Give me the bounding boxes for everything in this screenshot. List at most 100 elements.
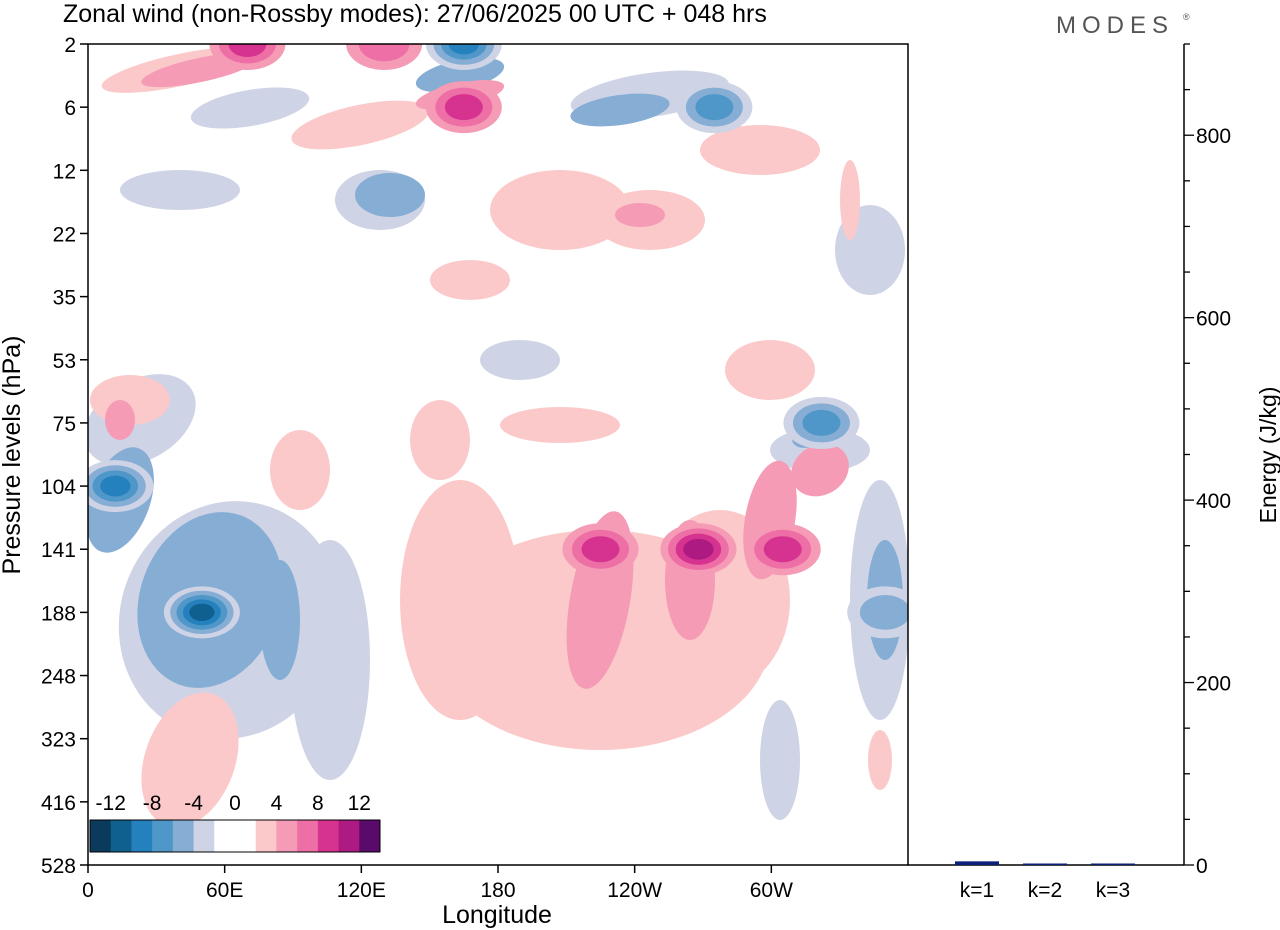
- contour-region: [141, 692, 239, 828]
- contour-region: [500, 407, 620, 443]
- y-tick-label: 104: [41, 476, 76, 499]
- colorbar-swatch: [359, 820, 381, 852]
- x-tick-label: 120E: [337, 879, 386, 902]
- energy-bar: [955, 861, 999, 865]
- wind-contours: [88, 44, 908, 828]
- energy-tick-label: 400: [1196, 490, 1231, 513]
- chart-title: Zonal wind (non-Rossby modes): 27/06/202…: [63, 0, 767, 28]
- modes-logo-mark: ®: [1183, 12, 1190, 22]
- y-tick-label: 12: [53, 160, 76, 183]
- wind-core-feature: [763, 536, 802, 563]
- contour-region: [291, 100, 429, 150]
- x-tick-label: 60W: [750, 879, 793, 902]
- wind-core-feature: [859, 595, 908, 630]
- colorbar-swatch: [317, 820, 340, 852]
- y-tick-label: 528: [41, 855, 76, 878]
- y-tick-label: 323: [41, 729, 76, 752]
- wind-core-feature: [444, 94, 483, 121]
- x-tick-label: 60E: [206, 879, 243, 902]
- x-tick-label: 120W: [607, 879, 662, 902]
- colorbar-legend: -12 -8 -4 0 4 8 12: [89, 792, 381, 853]
- contour-region: [400, 480, 520, 720]
- energy-bar-label: k=3: [1096, 879, 1130, 902]
- colorbar-label: -12: [96, 792, 126, 815]
- energy-tick-label: 200: [1196, 673, 1231, 696]
- energy-tick-label: 0: [1196, 855, 1208, 878]
- energy-axis-label: Energy (J/kg): [1255, 387, 1280, 524]
- colorbar-swatch: [255, 820, 277, 852]
- energy-axis: 0 200 400 600 800: [1184, 43, 1231, 878]
- colorbar-swatch: [214, 820, 236, 852]
- energy-panel: 0 200 400 600 800 k=1 k=2 k=3 Energy (J/kg): [908, 43, 1280, 902]
- colorbar-swatch: [110, 820, 132, 852]
- modes-logo: MODES: [1056, 12, 1174, 39]
- energy-bars: k=1 k=2 k=3: [955, 861, 1135, 902]
- contour-region: [700, 125, 820, 175]
- colorbar-swatch: [193, 820, 215, 852]
- contour-region: [260, 560, 300, 680]
- contour-region: [270, 430, 330, 510]
- contour-region: [120, 170, 240, 210]
- colorbar-swatch: [338, 820, 360, 852]
- colorbar-swatch: [152, 820, 174, 852]
- contour-region: [615, 203, 665, 227]
- colorbar-swatch: [131, 820, 153, 852]
- contour-region: [480, 340, 560, 380]
- y-tick-label: 2: [64, 34, 76, 57]
- wind-core-feature: [189, 603, 215, 622]
- y-tick-label: 75: [53, 413, 76, 436]
- x-tick-label: 180: [480, 879, 515, 902]
- pressure-axis: 2 6 12 22 35 53 75 104 141 188 248 323 416 528: [41, 34, 88, 878]
- colorbar-label: -8: [143, 792, 162, 815]
- colorbar-swatch: [276, 820, 298, 852]
- contour-region: [190, 87, 310, 129]
- wind-core-feature: [695, 94, 734, 121]
- energy-bar-label: k=2: [1028, 879, 1062, 902]
- wind-core-feature: [683, 538, 714, 560]
- wind-core-feature: [228, 44, 267, 57]
- y-tick-label: 248: [41, 666, 76, 689]
- y-tick-label: 141: [41, 539, 76, 562]
- y-tick-label: 188: [41, 602, 76, 625]
- colorbar-swatch: [297, 820, 319, 852]
- colorbar-label: 12: [348, 792, 371, 815]
- colorbar-swatch: [90, 820, 112, 852]
- heatmap-plot: 2 6 12 22 35 53 75 104 141 188 248 323 416 528 0 60E 12…: [0, 34, 909, 929]
- y-tick-label: 6: [64, 97, 76, 120]
- energy-bar-label: k=1: [960, 879, 994, 902]
- contour-region: [760, 700, 800, 820]
- y-tick-label: 35: [53, 287, 76, 310]
- contour-region: [355, 173, 425, 217]
- energy-tick-label: 600: [1196, 308, 1231, 331]
- contour-region: [105, 400, 135, 440]
- contour-region: [410, 400, 470, 480]
- colorbar-frame: [89, 819, 381, 853]
- wind-core-feature: [448, 44, 480, 55]
- contour-region: [290, 540, 370, 780]
- contour-region: [725, 340, 815, 400]
- wind-core-feature: [100, 475, 131, 497]
- y-tick-label: 53: [53, 350, 76, 373]
- wind-core-feature: [358, 44, 410, 62]
- energy-tick-label: 800: [1196, 125, 1231, 148]
- y-tick-label: 22: [53, 223, 76, 246]
- wind-core-feature: [581, 536, 620, 563]
- colorbar-label: 4: [271, 792, 283, 815]
- colorbar-swatch: [172, 820, 195, 852]
- contour-region: [490, 170, 630, 250]
- x-tick-label: 0: [82, 879, 94, 902]
- colorbar-label: 8: [312, 792, 324, 815]
- contour-region: [430, 260, 510, 300]
- x-axis-label: Longitude: [442, 901, 552, 929]
- y-axis-label: Pressure levels (hPa): [0, 336, 26, 575]
- colorbar-swatch: [235, 820, 257, 852]
- contour-region: [868, 730, 892, 790]
- contour-region: [570, 93, 670, 127]
- colorbar-label: 0: [229, 792, 241, 815]
- longitude-axis: 0 60E 120E 180 120W 60W: [82, 865, 793, 902]
- energy-bar: [1091, 863, 1135, 865]
- contour-region: [791, 443, 849, 497]
- wind-core-feature: [802, 409, 841, 436]
- colorbar-label: -4: [184, 792, 203, 815]
